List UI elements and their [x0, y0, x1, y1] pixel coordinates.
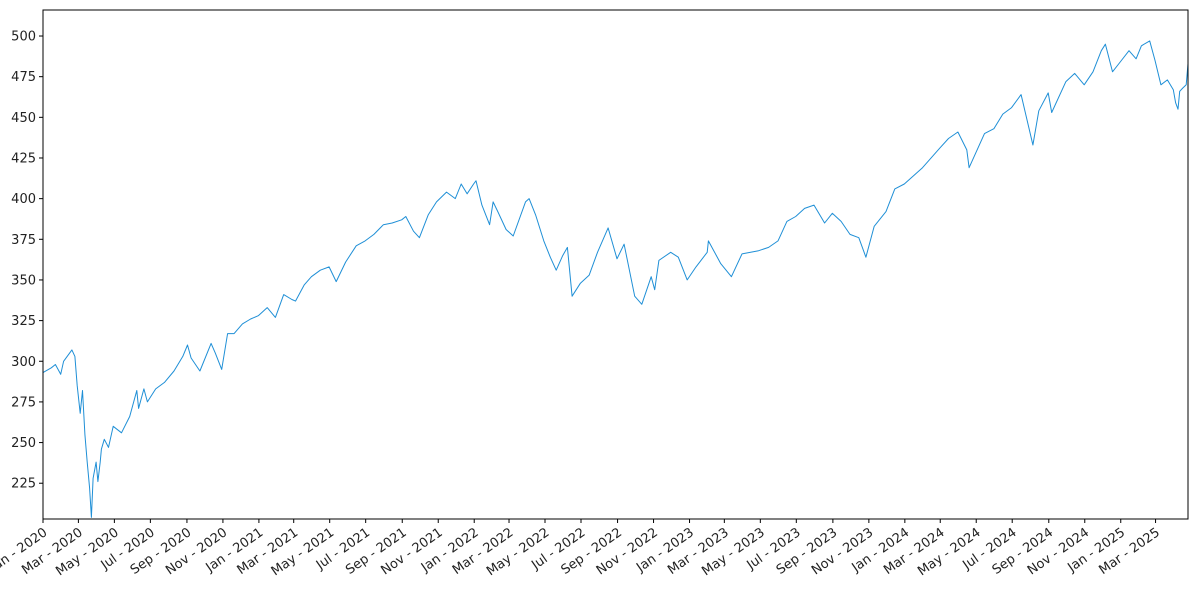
y-tick-label: 375 — [11, 233, 36, 248]
y-tick-label: 300 — [11, 355, 36, 370]
y-tick-label: 350 — [11, 273, 36, 288]
series-line-0 — [42, 40, 1189, 518]
plot-frame — [42, 9, 1189, 520]
y-tick-label: 450 — [11, 111, 36, 126]
y-tick-label: 250 — [11, 436, 36, 451]
y-tick-label: 325 — [11, 314, 36, 329]
y-tick-label: 400 — [11, 192, 36, 207]
y-axis: 225 250 275 300 325 350 375 400 425 450 475 500 — [11, 30, 43, 492]
y-tick-label: 475 — [11, 70, 36, 85]
series-layer — [42, 40, 1189, 518]
y-tick-label: 425 — [11, 151, 36, 166]
y-tick-label: 275 — [11, 395, 36, 410]
y-tick-label: 500 — [11, 30, 36, 45]
y-tick-label: 225 — [11, 477, 36, 492]
